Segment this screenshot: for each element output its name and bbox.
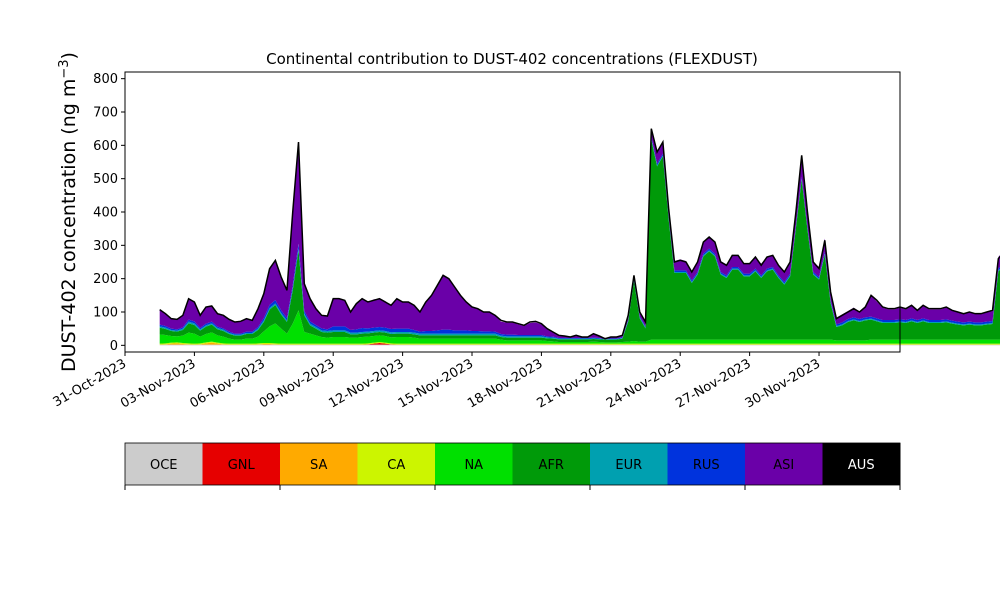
area-series-na [159, 310, 1000, 344]
x-tick-label: 15-Nov-2023 [396, 356, 476, 411]
x-tick-label: 18-Nov-2023 [465, 356, 545, 411]
y-tick-label: 700 [93, 106, 118, 121]
legend-swatch-aus [822, 443, 901, 485]
legend-label-afr: AFR [539, 458, 564, 473]
legend-swatch-gnl [202, 443, 281, 485]
x-tick-label: 09-Nov-2023 [257, 356, 337, 411]
y-axis: 0 100 200 300 400 500 600 700 800 [93, 72, 125, 354]
legend-swatch-rus [667, 443, 746, 485]
x-tick-label: 12-Nov-2023 [326, 356, 406, 411]
legend-label-oce: OCE [150, 458, 178, 473]
y-tick-label: 500 [93, 172, 118, 187]
y-axis-label-close: ) [58, 52, 80, 59]
area-series-gnl [159, 343, 1000, 345]
y-axis-label-exponent: −3 [57, 59, 72, 78]
y-tick-label: 600 [93, 139, 118, 154]
legend-swatch-asi [745, 443, 823, 485]
colorbar-legend: OCE GNL SA CA NA AFR EUR RUS ASI AUS [124, 442, 901, 490]
area-series-ca [159, 341, 1000, 345]
x-axis: 31-Oct-202303-Nov-202306-Nov-202309-Nov-… [51, 352, 823, 411]
y-tick-label: 400 [93, 206, 118, 221]
y-tick-label: 300 [93, 239, 118, 254]
y-tick-label: 100 [93, 306, 118, 321]
y-tick-label: 0 [110, 339, 118, 354]
area-series-asi [159, 129, 1000, 339]
legend-swatch-oce [125, 443, 203, 485]
y-tick-label: 200 [93, 272, 118, 287]
area-series-afr [159, 139, 1000, 343]
legend-swatch-na [435, 443, 513, 485]
legend-label-sa: SA [310, 458, 327, 473]
x-tick-label: 06-Nov-2023 [188, 356, 268, 411]
legend-label-asi: ASI [773, 458, 794, 473]
legend-swatch-eur [590, 443, 668, 485]
legend-swatch-ca [357, 443, 436, 485]
legend-label-gnl: GNL [228, 458, 256, 473]
x-tick-label: 03-Nov-2023 [118, 356, 198, 411]
total-outline-line [159, 128, 1000, 340]
legend-label-rus: RUS [693, 458, 720, 473]
y-tick-label: 800 [93, 72, 118, 87]
area-series-oce [159, 344, 1000, 346]
legend-label-aus: AUS [848, 458, 875, 473]
legend-swatch-sa [280, 443, 358, 485]
legend-swatch-afr [512, 443, 591, 485]
legend-frame [124, 442, 901, 486]
y-axis-label-main: DUST-402 concentration (ng m [58, 79, 80, 372]
x-tick-label: 21-Nov-2023 [535, 356, 615, 411]
legend-label-ca: CA [387, 458, 405, 473]
chart-title: Continental contribution to DUST-402 con… [266, 50, 758, 68]
legend-label-na: NA [464, 458, 483, 473]
x-tick-label: 27-Nov-2023 [673, 356, 753, 411]
x-tick-label: 24-Nov-2023 [604, 356, 684, 411]
y-axis-label: DUST-402 concentration (ng m−3) [57, 52, 80, 372]
area-layers [159, 129, 1000, 346]
legend-label-eur: EUR [615, 458, 642, 473]
x-tick-label: 30-Nov-2023 [743, 356, 823, 411]
